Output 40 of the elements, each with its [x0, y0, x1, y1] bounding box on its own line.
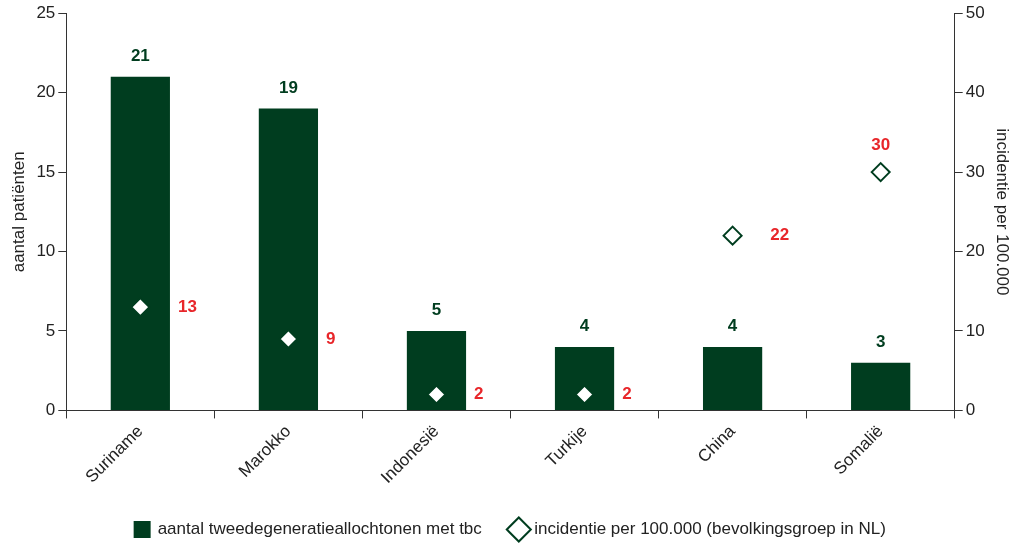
legend-label: aantal tweedegeneratieallochtonen met tbc	[157, 519, 483, 539]
data-label: 2	[622, 384, 632, 404]
point	[870, 162, 891, 183]
data-label: 3	[875, 331, 886, 351]
data-label: 30	[871, 135, 891, 155]
y2-tick-label: 10	[965, 320, 985, 340]
y-tick-label: 25	[36, 2, 56, 22]
data-label: 5	[431, 300, 442, 320]
y-tick-label: 10	[36, 241, 56, 261]
y2-tick-label: 30	[965, 161, 985, 181]
data-label: 9	[326, 328, 336, 348]
bar	[406, 330, 467, 410]
bar	[110, 76, 170, 410]
y2-tick-label: 50	[965, 2, 985, 22]
legend-label: incidentie per 100.000 (bevolkingsgroep in NL)	[534, 519, 886, 539]
y-tick-label: 0	[45, 400, 56, 420]
data-label: 21	[130, 45, 150, 65]
point	[278, 328, 299, 349]
point	[574, 384, 595, 405]
y2-tick-label: 40	[965, 82, 985, 102]
data-label: 2	[474, 384, 484, 404]
data-label: 4	[579, 316, 590, 336]
data-label: 19	[278, 77, 298, 97]
y-tick-label: 5	[45, 320, 56, 340]
point	[722, 225, 743, 246]
y2-tick-label: 20	[965, 241, 985, 261]
point	[130, 297, 151, 318]
bar	[258, 108, 319, 410]
bar	[702, 346, 763, 410]
point	[426, 384, 447, 405]
y-axis-title: aantal patiënten	[8, 151, 28, 273]
bar	[554, 346, 615, 410]
y2-tick-label: 0	[965, 400, 976, 420]
y-tick-label: 20	[36, 82, 56, 102]
y2-axis-title: incidentie per 100.000	[993, 128, 1013, 296]
bar	[851, 362, 911, 410]
data-label: 22	[770, 225, 790, 245]
data-label: 4	[727, 316, 738, 336]
data-label: 13	[177, 296, 197, 316]
y-tick-label: 15	[36, 161, 56, 181]
